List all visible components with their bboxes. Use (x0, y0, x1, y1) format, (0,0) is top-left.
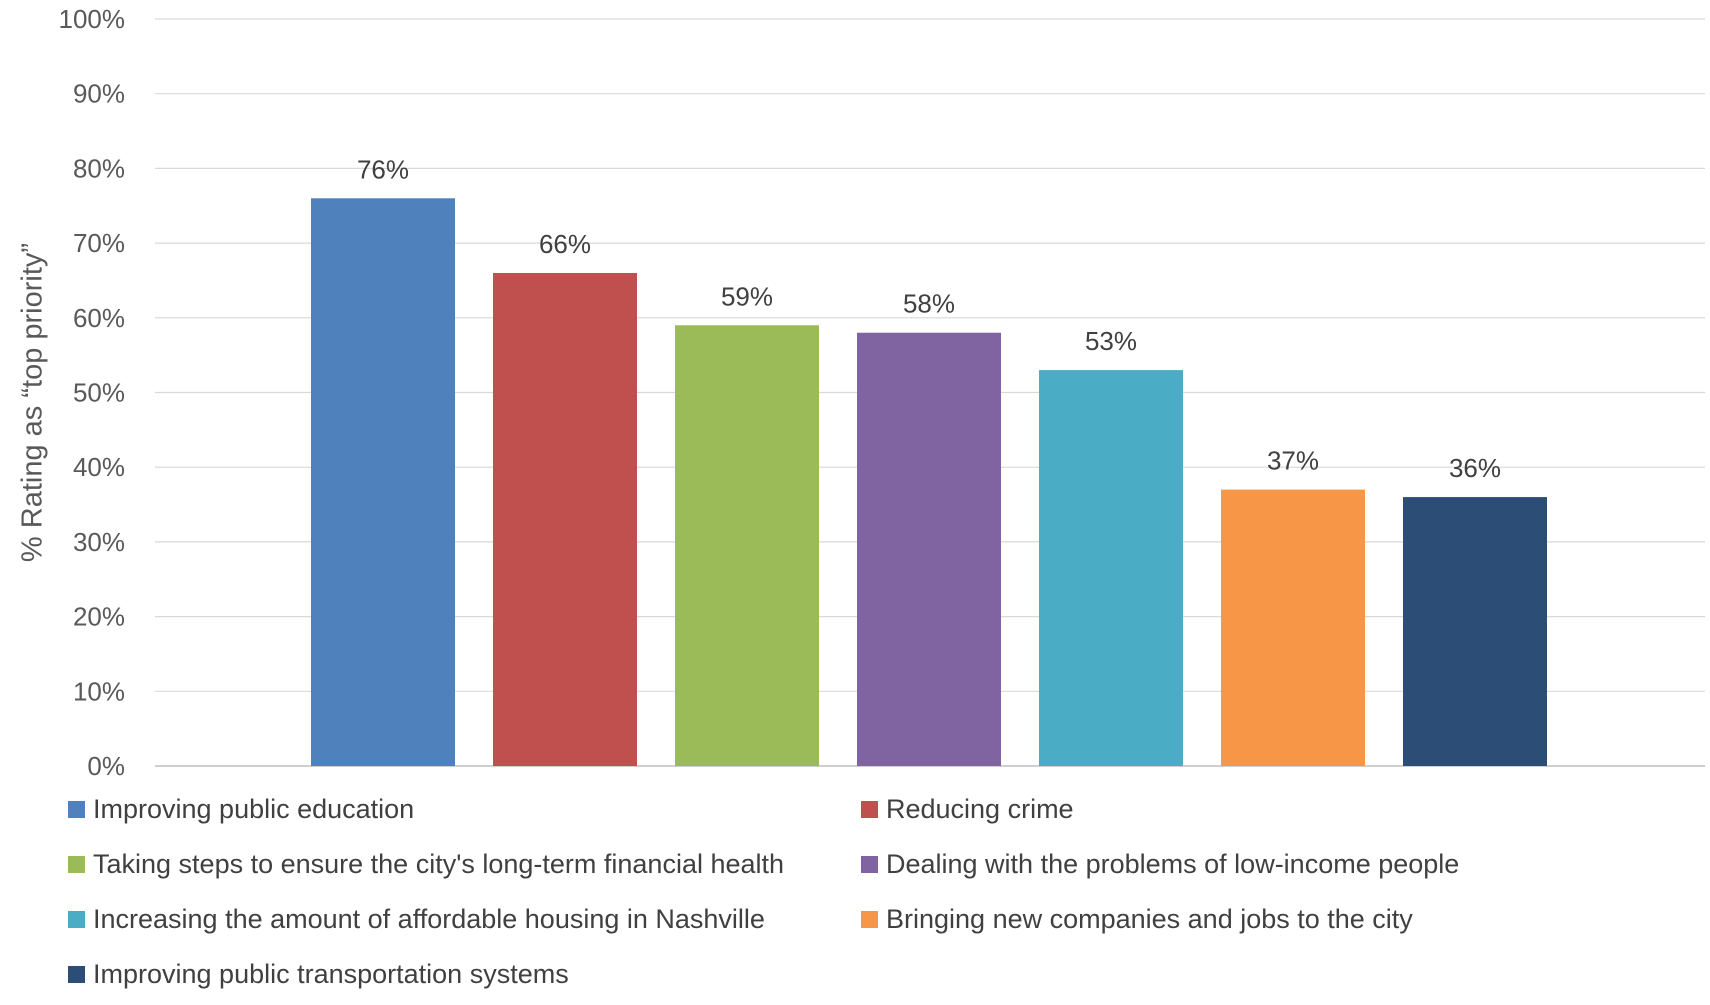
data-label: 76% (357, 154, 409, 184)
bar (675, 325, 819, 766)
bar (493, 272, 637, 766)
bar (1221, 489, 1365, 766)
y-tick-label: 100% (59, 4, 126, 34)
y-tick-label: 30% (73, 527, 125, 557)
data-label: 53% (1085, 326, 1137, 356)
y-tick-label: 40% (73, 452, 125, 482)
y-axis-label: % Rating as “top priority” (17, 243, 49, 562)
data-label: 59% (721, 281, 773, 311)
y-tick-label: 80% (73, 153, 125, 183)
data-labels: 76% 66% 59% 58% 53% 37% 36% (357, 154, 1501, 483)
y-tick-label: 20% (73, 602, 125, 632)
bars (311, 198, 1547, 766)
y-tick-label: 70% (73, 228, 125, 258)
y-tick-label: 0% (87, 751, 125, 781)
data-label: 58% (903, 289, 955, 319)
data-label: 36% (1449, 453, 1501, 483)
y-tick-label: 90% (73, 79, 125, 109)
y-axis-tick-labels: 0% 10% 20% 30% 40% 50% 60% 70% 80% 90% 100% (59, 4, 126, 781)
y-tick-label: 10% (73, 676, 125, 706)
y-tick-label: 60% (73, 303, 125, 333)
bar (1403, 497, 1547, 766)
bar (857, 332, 1001, 766)
data-label: 66% (539, 229, 591, 259)
data-label: 37% (1267, 446, 1319, 476)
bar (1039, 370, 1183, 766)
y-tick-label: 50% (73, 378, 125, 408)
bar (311, 198, 455, 766)
